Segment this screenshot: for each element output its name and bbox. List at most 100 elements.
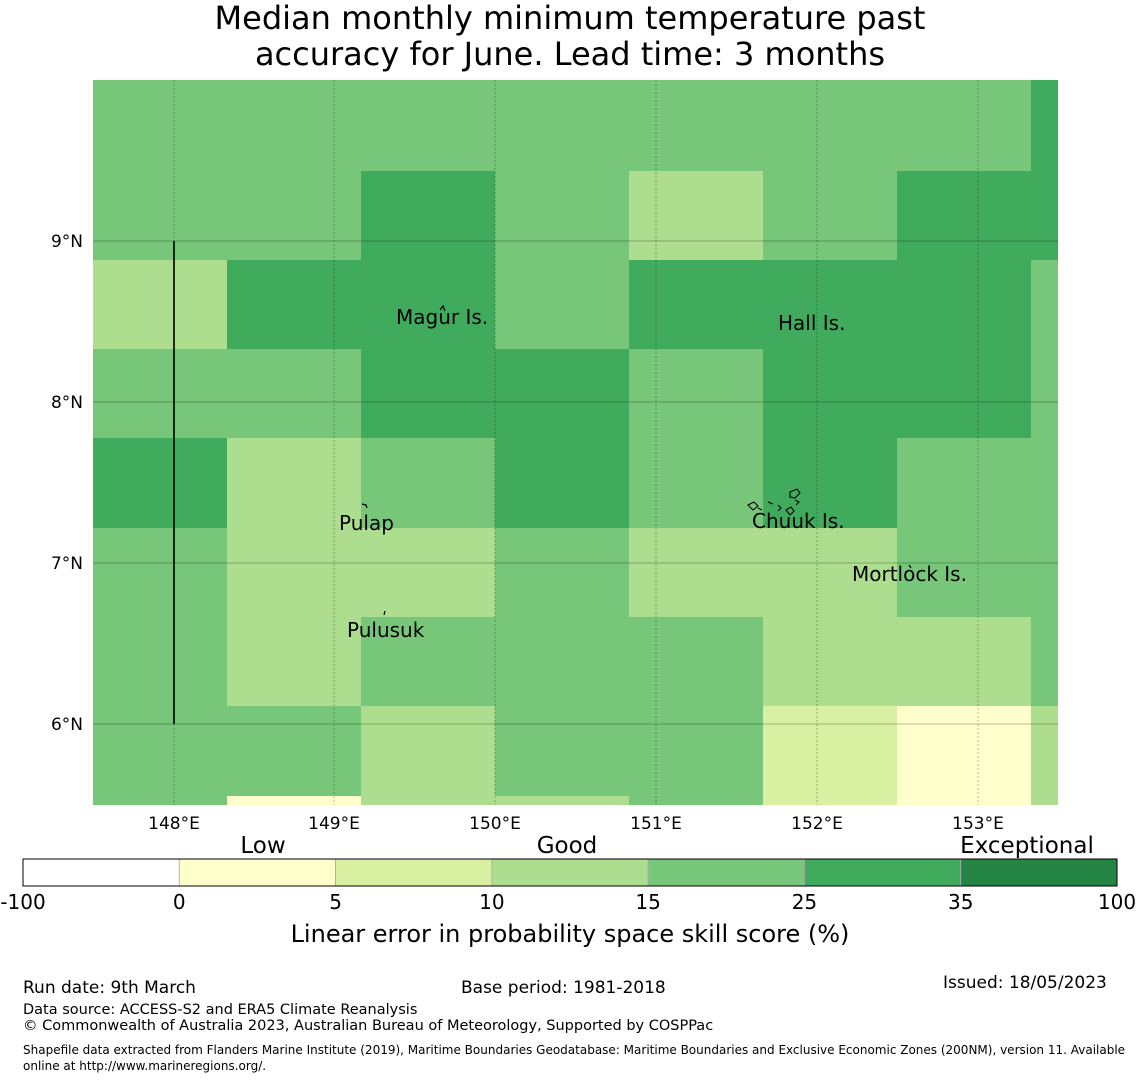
colorbar-tick-label: 35 xyxy=(948,890,973,914)
colorbar-frame xyxy=(22,858,1118,887)
grid-cell xyxy=(227,260,361,349)
colorbar-segment xyxy=(647,858,805,887)
colorbar-title: Linear error in probability space skill … xyxy=(291,920,850,948)
colorbar: -100 0 5 10 15 25 35 100 Low Good Exceptional Linea… xyxy=(0,833,1136,948)
colorbar-tick-label: 10 xyxy=(479,890,504,914)
skill-grid xyxy=(93,80,1058,805)
grid-cell xyxy=(227,80,361,171)
data-source: Data source: ACCESS-S2 and ERA5 Climate … xyxy=(23,1002,418,1018)
lon-tick-label: 151°E xyxy=(630,814,682,834)
grid-cell xyxy=(361,706,495,805)
grid-cell xyxy=(1031,171,1058,260)
colorbar-tick-label: 5 xyxy=(329,890,342,914)
colorbar-tick-label: 15 xyxy=(635,890,660,914)
lat-tick-label: 8°N xyxy=(51,393,83,413)
axis-labels: 148°E 149°E 150°E 151°E 152°E 153°E 9°N 8°N 7°N 6… xyxy=(51,232,1004,834)
grid-cell xyxy=(629,528,763,617)
grid-cell xyxy=(93,617,227,706)
shapefile-line-2: online at http://www.marineregions.org/. xyxy=(23,1059,267,1073)
lat-tick-label: 9°N xyxy=(51,232,83,252)
grid-cell xyxy=(1031,706,1058,805)
colorbar-category-label: Good xyxy=(537,833,598,859)
grid-cell xyxy=(897,528,1031,617)
lon-tick-label: 153°E xyxy=(952,814,1004,834)
grid-cell xyxy=(629,80,763,171)
grid-cell xyxy=(361,617,495,706)
place-label: Pulusuk xyxy=(347,618,425,642)
place-label: Hall Is. xyxy=(778,311,845,335)
grid-cell xyxy=(763,617,897,706)
grid-cell xyxy=(763,171,897,260)
grid-cell xyxy=(495,260,629,349)
mortlock-island-shape xyxy=(908,564,912,569)
grid-cell xyxy=(1031,80,1058,171)
grid-cell xyxy=(495,706,629,805)
place-labels: Magur Is. Hall Is. Pulap Chuuk Is. Mortlock … xyxy=(339,305,967,642)
lon-tick-label: 148°E xyxy=(148,814,200,834)
place-label: Pulap xyxy=(339,511,394,535)
shapefile-credit: Shapefile data extracted from Flanders M… xyxy=(23,1042,1133,1074)
grid-cell xyxy=(897,80,1031,171)
base-period: Base period: 1981-2018 xyxy=(461,978,666,998)
lon-tick-label: 150°E xyxy=(469,814,521,834)
grid-cell xyxy=(1031,617,1058,706)
grid-cell xyxy=(629,706,763,805)
pulap-island-shape xyxy=(361,503,368,509)
grid-cell xyxy=(629,171,763,260)
grid-cell xyxy=(1031,438,1058,528)
grid-cell xyxy=(897,706,1031,805)
grid-cell xyxy=(93,80,227,171)
grid-cell xyxy=(763,706,897,805)
title-line-1: Median monthly minimum temperature past xyxy=(214,0,926,37)
grid-cell xyxy=(227,171,361,260)
grid-cell xyxy=(495,171,629,260)
grid-cell xyxy=(227,349,361,438)
colorbar-tick-label: -100 xyxy=(0,890,45,914)
colorbar-segment xyxy=(335,858,493,887)
grid-cell xyxy=(763,528,897,617)
grid-cell xyxy=(763,80,897,171)
island-outlines xyxy=(173,241,912,724)
grid-cell xyxy=(763,349,897,438)
grid-cell xyxy=(629,438,763,528)
grid-cell xyxy=(897,349,1031,438)
issued-date: Issued: 18/05/2023 xyxy=(943,973,1107,993)
grid-cell xyxy=(1031,260,1058,349)
grid-cell xyxy=(361,260,495,349)
grid-cell xyxy=(495,80,629,171)
chuuk-island-shapes xyxy=(747,488,801,516)
grid-cell xyxy=(227,706,361,805)
grid-cell xyxy=(361,438,495,528)
colorbar-segment xyxy=(22,858,180,887)
grid-cell xyxy=(495,438,629,528)
colorbar-segment xyxy=(804,858,962,887)
copyright: © Commonwealth of Australia 2023, Austra… xyxy=(23,1018,714,1034)
place-label: Chuuk Is. xyxy=(752,509,845,533)
lat-tick-label: 6°N xyxy=(51,715,83,735)
grid-cell xyxy=(361,171,495,260)
colorbar-tick-label: 25 xyxy=(792,890,817,914)
place-label: Mortlock Is. xyxy=(852,562,967,586)
grid-cell xyxy=(897,260,1031,349)
colorbar-tick-label: 100 xyxy=(1098,890,1136,914)
grid-cell xyxy=(227,528,361,617)
chart-title: Median monthly minimum temperature past … xyxy=(0,0,1140,72)
colorbar-category-label: Exceptional xyxy=(960,833,1094,859)
colorbar-category-label: Low xyxy=(240,833,285,859)
grid-cell xyxy=(763,438,897,528)
colorbar-segment xyxy=(178,858,336,887)
grid-cell xyxy=(1031,349,1058,438)
magur-island-shape xyxy=(439,304,446,312)
grid-cell xyxy=(763,260,897,349)
grid-cell xyxy=(93,528,227,617)
grid-cell xyxy=(629,260,763,349)
pulusuk-island-shape xyxy=(383,610,386,616)
grid-cell xyxy=(93,349,227,438)
grid-cell xyxy=(361,528,495,617)
grid-cell xyxy=(897,438,1031,528)
colorbar-segment xyxy=(491,858,649,887)
shapefile-line-1: Shapefile data extracted from Flanders M… xyxy=(23,1043,1126,1057)
grid-cell xyxy=(495,528,629,617)
grid-cell xyxy=(897,171,1031,260)
